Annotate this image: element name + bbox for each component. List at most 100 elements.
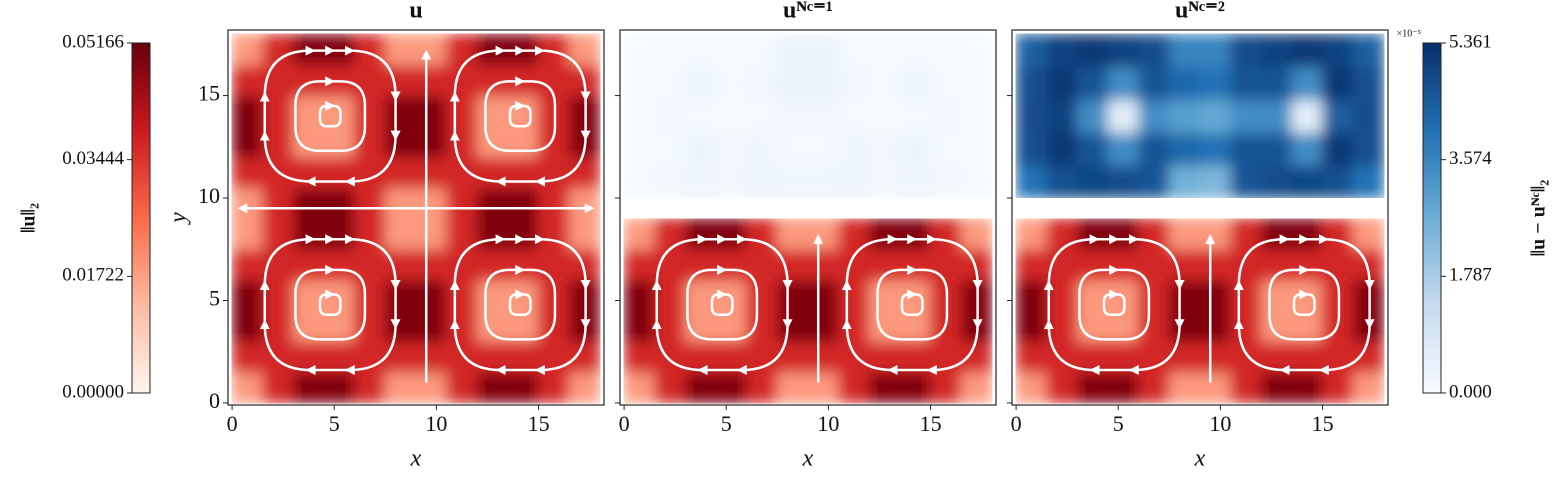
x-tick-label: 5 (329, 411, 340, 436)
field-cell (476, 279, 509, 312)
field-cell (1199, 340, 1232, 373)
field-cell (323, 156, 356, 189)
colorbar-tick-label: 5.361 (1449, 31, 1492, 52)
streamline (265, 51, 396, 182)
field-cell (1076, 248, 1109, 281)
field-cell (1168, 248, 1201, 281)
field-cell (1107, 218, 1140, 250)
field-cell (746, 33, 778, 68)
field-cell (654, 279, 686, 312)
field-cell (623, 66, 656, 101)
x-tick-label: 0 (619, 411, 630, 436)
field-cell (960, 164, 993, 199)
field-cell (1138, 66, 1170, 101)
colorbar-tick-label: 0.00000 (62, 381, 124, 402)
field-cell (715, 131, 748, 166)
field-cell (415, 64, 448, 97)
field-cell (930, 248, 962, 281)
field-cell (899, 164, 932, 199)
field-cell (654, 218, 686, 250)
field-cell (623, 279, 656, 312)
field-cell (384, 95, 417, 127)
field-cell (1138, 371, 1170, 404)
field-cell (1168, 371, 1201, 404)
field-cell (1076, 33, 1109, 68)
field-cell (1015, 218, 1048, 250)
field-cell (1230, 248, 1262, 281)
field-cell (476, 310, 509, 342)
field-cell (746, 131, 778, 166)
field-cell (415, 125, 448, 158)
field-cell (1076, 371, 1109, 404)
field-cell (1138, 279, 1170, 312)
field-cell (715, 99, 748, 133)
field (231, 33, 601, 404)
x-tick-label: 10 (425, 411, 447, 436)
field-cell (507, 95, 540, 127)
field-cell (507, 125, 540, 158)
field-cell (715, 371, 748, 404)
field-cell (899, 99, 932, 133)
field-cell (868, 279, 901, 312)
field-cell (1291, 371, 1324, 404)
field-cell (1199, 131, 1232, 166)
field-cell (776, 340, 809, 373)
field-cell (384, 187, 417, 220)
field-cell (654, 164, 686, 199)
field-cell (1046, 164, 1078, 199)
field-cell (1138, 164, 1170, 199)
field-cell (960, 99, 993, 133)
field-cell (1107, 33, 1140, 68)
field-cell (684, 33, 717, 68)
field-cell (1046, 218, 1078, 250)
field-cell (868, 371, 901, 404)
field-cell (538, 156, 570, 189)
field-cell (384, 248, 417, 281)
field-cell (1015, 248, 1048, 281)
field-cell (807, 33, 840, 68)
field-cell (1230, 279, 1262, 312)
field-cell (354, 279, 386, 312)
field-cell (1322, 33, 1354, 68)
field-cell (1260, 310, 1293, 342)
streamline (1239, 239, 1370, 370)
field-cell (1199, 218, 1232, 250)
field-cell (746, 279, 778, 312)
streamline (657, 239, 788, 370)
field-cell (623, 218, 656, 250)
streamline (455, 239, 586, 370)
field-cell (1291, 248, 1324, 281)
field-cell (568, 218, 601, 250)
field-cell (1230, 310, 1262, 342)
field-cell (1168, 340, 1201, 373)
field-cell (1168, 131, 1201, 166)
field-cell (1291, 218, 1324, 250)
plot-frame (227, 29, 605, 406)
field-cell (930, 371, 962, 404)
field-cell (1015, 340, 1048, 373)
field-cell (868, 164, 901, 199)
field-cell (1046, 131, 1078, 166)
field-cell (1015, 371, 1048, 404)
field-cell (231, 218, 264, 250)
field-cell (776, 371, 809, 404)
field-cell (1260, 218, 1293, 250)
colorbar-offset: ×10⁻⁵ (1397, 28, 1421, 39)
field-cell (1260, 99, 1293, 133)
field-cell (476, 64, 509, 97)
field-cell (1260, 371, 1293, 404)
field-cell (930, 33, 962, 68)
field-cell (1230, 99, 1262, 133)
field-cell (538, 248, 570, 281)
field-cell (868, 66, 901, 101)
field-cell (1199, 164, 1232, 199)
field-cell (1168, 218, 1201, 250)
field-cell (684, 131, 717, 166)
field-cell (231, 248, 264, 281)
field-cell (446, 340, 478, 373)
field-cell (1230, 66, 1262, 101)
field-cell (231, 64, 264, 97)
field-cell (1230, 131, 1262, 166)
field-cell (776, 66, 809, 101)
field-cell (960, 66, 993, 101)
